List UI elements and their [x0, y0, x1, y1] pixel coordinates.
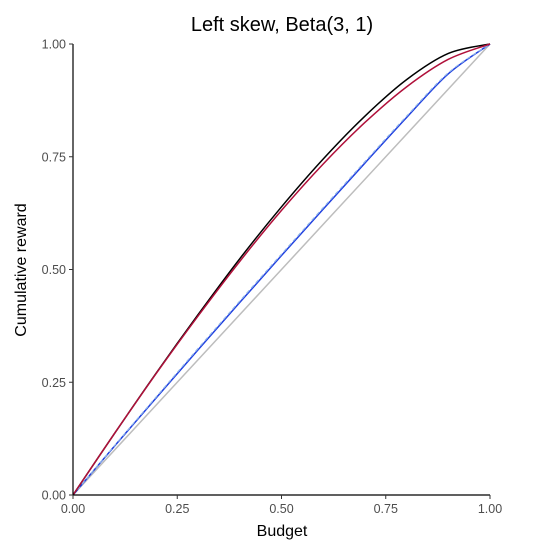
- x-ticks: 0.00 0.25 0.50 0.75 1.00: [61, 495, 502, 516]
- y-tick-label: 1.00: [42, 38, 66, 52]
- y-tick-label: 0.50: [42, 263, 66, 277]
- x-tick-label: 0.75: [374, 502, 398, 516]
- x-tick-label: 0.00: [61, 502, 85, 516]
- series-line-3: [72, 43, 491, 496]
- y-ticks: 0.00 0.25 0.50 0.75 1.00: [42, 38, 73, 503]
- y-tick-label: 0.00: [42, 489, 66, 503]
- y-axis-label: Cumulative reward: [13, 203, 30, 336]
- series-line-5: [72, 43, 491, 496]
- series-line-1: [72, 43, 491, 496]
- x-axis-label: Budget: [257, 523, 308, 540]
- x-tick-label: 0.25: [165, 502, 189, 516]
- chart-title: Left skew, Beta(3, 1): [191, 14, 373, 36]
- y-tick-label: 0.25: [42, 376, 66, 390]
- y-tick-label: 0.75: [42, 150, 66, 164]
- series-line-2: [72, 43, 491, 496]
- x-tick-label: 0.50: [269, 502, 293, 516]
- x-tick-label: 1.00: [478, 502, 502, 516]
- series-layer: [72, 43, 491, 496]
